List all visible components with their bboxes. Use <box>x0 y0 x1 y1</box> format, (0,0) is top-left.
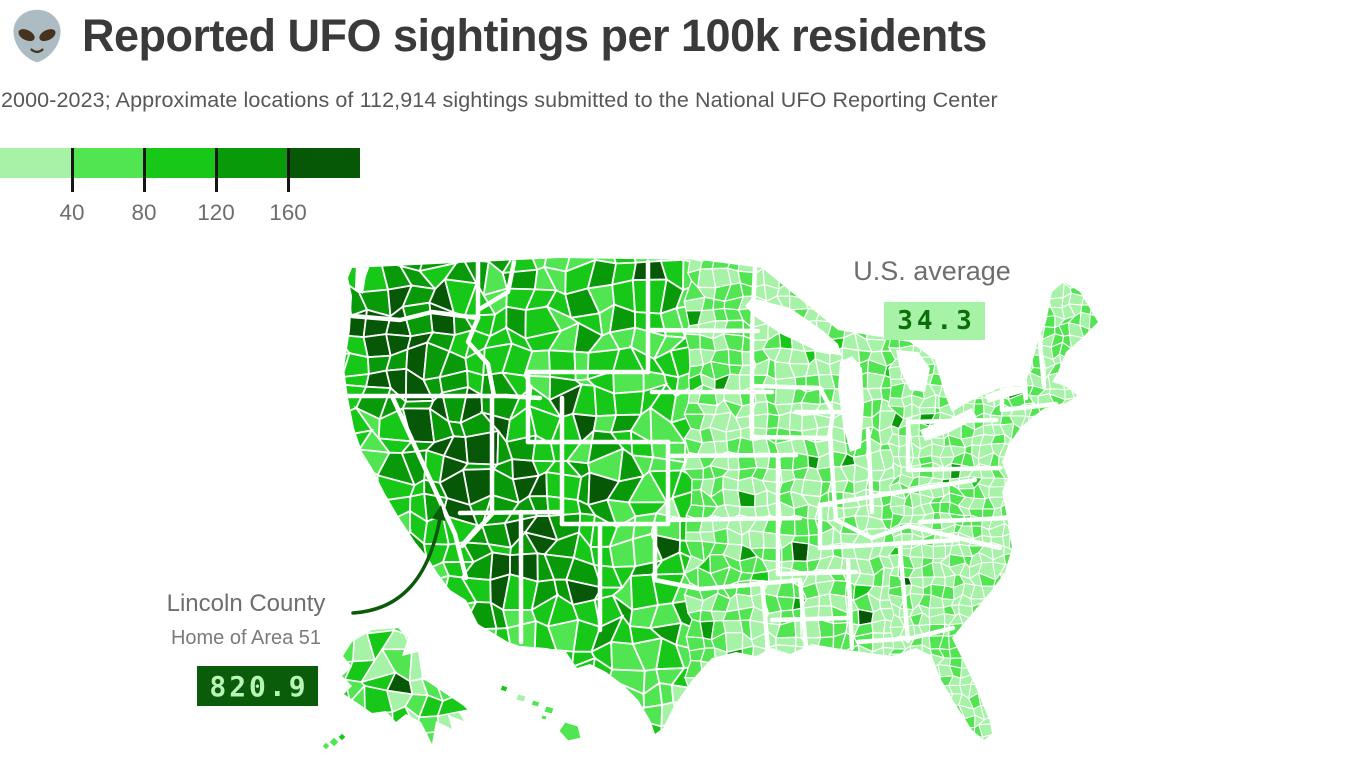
hawaii-inset <box>499 684 582 742</box>
legend-tick <box>286 148 290 192</box>
page-title: Reported UFO sightings per 100k resident… <box>82 10 987 61</box>
aleutian-islands <box>321 732 347 751</box>
legend-swatch-3 <box>216 148 288 178</box>
legend-color-bar <box>0 148 400 178</box>
lincoln-county-label: Lincoln County <box>166 590 326 617</box>
legend-tick-label: 160 <box>269 200 307 225</box>
legend-tick-label: 80 <box>131 200 157 225</box>
us-average-value-badge: 34.3 <box>884 302 985 340</box>
legend-tick-label: 40 <box>59 200 85 225</box>
chart-subtitle: 2000-2023; Approximate locations of 112,… <box>1 88 998 112</box>
us-average-label: U.S. average <box>853 256 1011 286</box>
alaska-inset-mosaic <box>342 628 470 744</box>
legend-swatch-1 <box>72 148 144 178</box>
legend-swatch-2 <box>144 148 216 178</box>
alien-emoji-icon <box>13 9 61 63</box>
legend-tick-label: 120 <box>197 200 235 225</box>
legend-tick <box>70 148 74 192</box>
legend-swatch-0 <box>0 148 72 178</box>
great-lakes-water <box>355 262 1026 452</box>
header: Reported UFO sightings per 100k resident… <box>8 6 987 66</box>
lincoln-county-sublabel: Home of Area 51 <box>170 627 322 649</box>
legend-swatch-4 <box>288 148 360 178</box>
legend-tick <box>214 148 218 192</box>
lincoln-county-value-badge: 820.9 <box>197 666 318 706</box>
legend: 40 80 120 160 <box>0 148 400 228</box>
lincoln-county-arrow <box>351 505 446 615</box>
legend-tick <box>142 148 146 192</box>
